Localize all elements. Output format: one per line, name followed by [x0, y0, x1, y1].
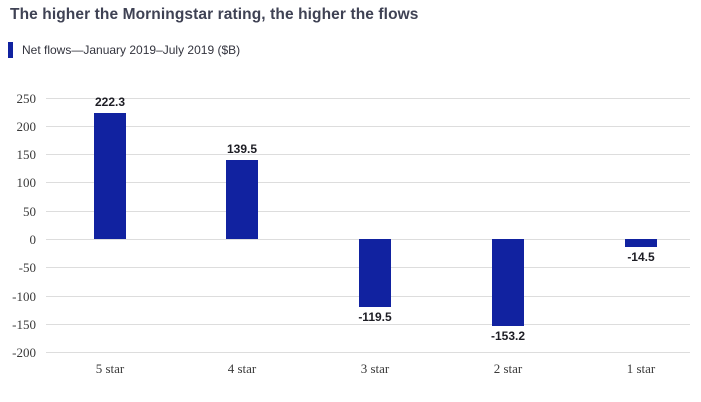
- x-axis-category-label: 4 star: [227, 361, 257, 376]
- y-axis-tick-label: -150: [12, 317, 36, 332]
- bar-4-star: [226, 160, 258, 239]
- x-axis-category-label: 5 star: [95, 361, 125, 376]
- bar-5-star: [94, 113, 126, 239]
- legend-swatch-icon: [8, 41, 13, 58]
- gridline-y100: [46, 182, 690, 183]
- gridline-y-150: [46, 324, 690, 325]
- value-label-4-star: 139.5: [226, 142, 258, 156]
- bar-2-star: [492, 239, 524, 326]
- bar-3-star: [359, 239, 391, 307]
- y-axis-tick-label: 150: [16, 147, 37, 162]
- x-axis-category-label: 3 star: [360, 361, 390, 376]
- value-label-2-star: -153.2: [490, 329, 526, 343]
- chart-title: The higher the Morningstar rating, the h…: [10, 6, 419, 23]
- gridline-y50: [46, 211, 690, 212]
- y-axis-tick-label: -100: [12, 289, 36, 304]
- gridline-y-200: [46, 352, 690, 353]
- value-label-3-star: -119.5: [358, 310, 392, 324]
- x-axis-category-label: 2 star: [493, 361, 523, 376]
- y-axis-tick-label: -50: [18, 260, 36, 275]
- bar-1-star: [625, 239, 657, 247]
- gridline-y250: [46, 98, 690, 99]
- y-axis-tick-label: 50: [23, 204, 36, 219]
- gridline-y150: [46, 154, 690, 155]
- gridline-y200: [46, 126, 690, 127]
- y-axis-tick-label: 200: [16, 119, 37, 134]
- value-label-1-star: -14.5: [627, 250, 655, 264]
- x-axis-category-label: 1 star: [626, 361, 656, 376]
- legend-label: Net flows—January 2019–July 2019 ($B): [22, 42, 241, 57]
- y-axis-tick-label: 100: [16, 175, 37, 190]
- y-axis-tick-label: -200: [12, 345, 36, 360]
- y-axis-tick-label: 0: [29, 232, 37, 247]
- chart-legend: Net flows—January 2019–July 2019 ($B): [8, 41, 240, 58]
- value-label-5-star: 222.3: [94, 95, 126, 109]
- y-axis-tick-label: 250: [16, 91, 37, 106]
